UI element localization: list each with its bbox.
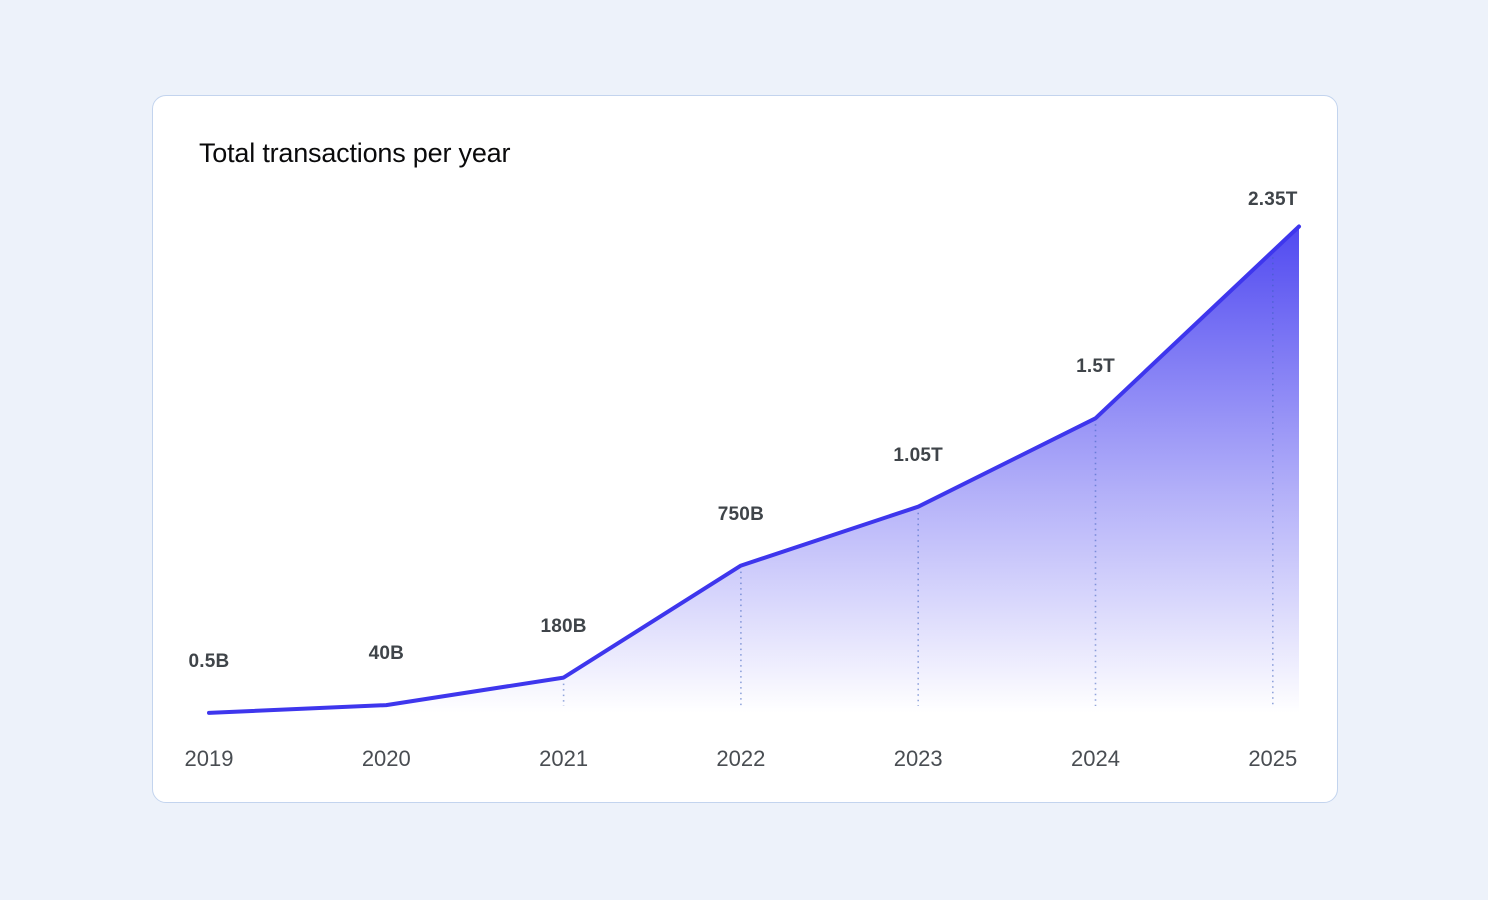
chart-card: Total transactions per year 0.5B 2019 40B 2… — [152, 95, 1338, 803]
year-label-2021: 2021 — [539, 746, 589, 771]
area-fill — [209, 226, 1299, 713]
year-label-2020: 2020 — [361, 746, 411, 771]
value-label-2022: 750B — [717, 503, 765, 525]
trend-line — [207, 224, 1301, 715]
year-label-2023: 2023 — [893, 746, 943, 771]
value-label-2025: 2.35T — [1248, 189, 1298, 211]
chart-title: Total transactions per year — [199, 138, 511, 168]
year-label-2025: 2025 — [1248, 746, 1298, 771]
value-label-2024: 1.5T — [1076, 356, 1115, 378]
value-label-2021: 180B — [540, 615, 587, 637]
chart-canvas — [207, 224, 1301, 715]
year-label-2019: 2019 — [184, 746, 234, 771]
value-label-2023: 1.05T — [893, 444, 943, 466]
value-label-2020: 40B — [368, 643, 405, 665]
value-label-2019: 0.5B — [188, 650, 230, 672]
year-label-2024: 2024 — [1071, 746, 1120, 771]
year-label-2022: 2022 — [716, 746, 766, 771]
